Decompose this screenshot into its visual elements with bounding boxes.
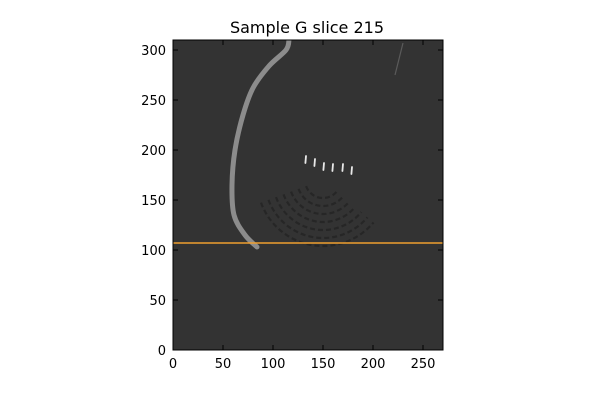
y-tick-label: 200 [141,144,166,159]
bright-mark [304,155,307,164]
y-tick-label: 300 [141,44,166,59]
y-tick-label: 150 [141,194,166,209]
y-tick-label: 100 [141,244,166,259]
bright-mark [341,163,344,172]
image-area [173,40,443,350]
y-axis: 0 50 100 150 200 250 300 [141,44,443,359]
x-tick-label: 250 [411,357,436,372]
x-axis: 0 50 100 150 200 250 [169,40,436,372]
y-tick-label: 250 [141,94,166,109]
x-tick-label: 150 [311,357,336,372]
axes-frame [172,39,444,351]
dark-ring-arc [305,185,338,200]
bright-mark [331,163,334,172]
x-tick-label: 200 [361,357,386,372]
x-tick-label: 50 [215,357,232,372]
dark-ring-arc [282,193,357,224]
x-tick-label: 100 [261,357,286,372]
chart-title: Sample G slice 215 [230,18,384,37]
dark-ring-arc [290,191,350,216]
dark-ring-arc [297,188,344,208]
arc-structure [229,40,292,250]
x-tick-label: 0 [169,357,177,372]
y-tick-label: 50 [149,294,166,309]
dark-ring-arc [259,202,375,248]
bright-mark [350,166,353,175]
y-tick-label: 0 [158,344,166,359]
bright-mark [322,162,325,171]
bright-mark [313,158,316,167]
image-content [229,40,404,250]
dark-ring-arc [267,199,369,240]
dark-ring-arc [274,196,363,232]
faint-streak [394,42,404,76]
